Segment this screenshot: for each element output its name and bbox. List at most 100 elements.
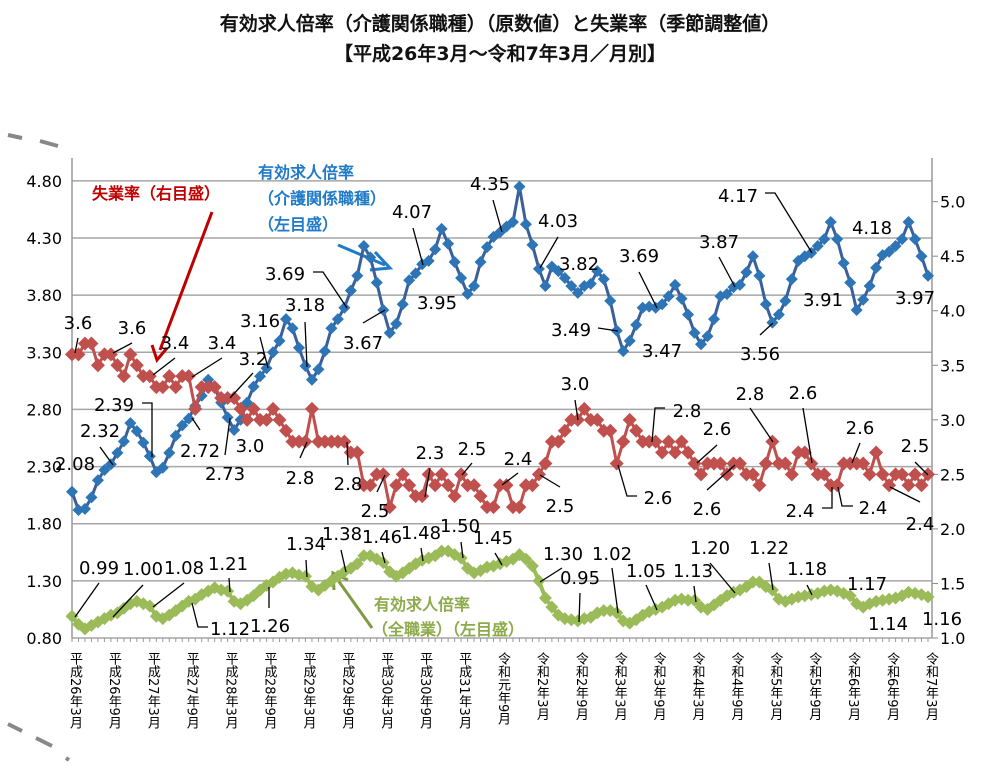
data-point-care [617, 345, 630, 358]
data-point-unemployment [674, 434, 689, 449]
data-point-care [733, 278, 746, 291]
data-label-leader-line [914, 461, 929, 476]
data-point-all [545, 600, 559, 614]
data-label-leader-line [299, 441, 308, 459]
data-point-care [857, 293, 870, 306]
data-point-all [921, 590, 935, 604]
data-point-care [78, 502, 91, 515]
data-label-unemployment: 2.5 [546, 496, 575, 517]
data-label-unemployment: 3.6 [118, 318, 147, 339]
data-point-care [292, 341, 305, 354]
data-label-leader-line [494, 552, 503, 566]
data-label-care: 3.91 [803, 290, 843, 311]
data-label-leader-line [381, 551, 386, 564]
data-label-care: 4.35 [470, 174, 510, 195]
data-point-care [695, 338, 708, 351]
data-point-care [831, 233, 844, 246]
data-point-unemployment [499, 478, 514, 493]
data-label-care: 3.82 [559, 254, 599, 275]
data-point-all [843, 589, 857, 603]
x-axis-tick-label: 平成29年9月 [339, 652, 355, 729]
data-point-care [708, 313, 720, 326]
data-point-unemployment [123, 347, 138, 362]
data-label-leader-line [424, 467, 431, 498]
data-point-care [318, 345, 331, 358]
data-label-leader-line [142, 402, 153, 457]
x-axis-tick-label: 平成26年3月 [67, 652, 82, 729]
data-label-unemployment: 2.6 [644, 488, 673, 509]
data-point-care [91, 474, 104, 487]
data-label-leader-line [152, 357, 176, 376]
data-label-leader-line [99, 446, 114, 466]
data-label-leader-line [224, 417, 231, 456]
data-label-all: 1.21 [208, 554, 248, 575]
data-point-unemployment [512, 500, 527, 515]
arrow-head-icon [369, 250, 394, 272]
data-point-care [383, 326, 396, 339]
data-point-unemployment [758, 456, 773, 471]
data-point-care [130, 425, 143, 438]
x-axis-tick-label: 令和6年9月 [884, 652, 900, 721]
unemployment-legend-label: 失業率（右目盛） [92, 184, 221, 203]
data-point-unemployment [895, 467, 910, 482]
data-label-leader-line [597, 327, 619, 332]
data-point-care [312, 363, 325, 376]
chart-title-line1: 有効求人倍率（介護関係職種）（原数値）と失業率（季節調整値） [219, 13, 781, 35]
data-label-leader-line [851, 442, 861, 464]
data-point-unemployment [655, 445, 670, 460]
data-point-care [448, 256, 461, 268]
data-point-care [409, 267, 422, 280]
data-label-leader-line [706, 464, 736, 491]
data-label-all: 0.99 [79, 558, 119, 579]
data-point-all [525, 559, 539, 573]
data-point-care [604, 294, 617, 307]
x-axis-tick-label: 令和2年3月 [533, 652, 549, 721]
series-all [65, 544, 935, 636]
data-label-leader-line [191, 357, 223, 378]
data-point-care [701, 330, 714, 343]
data-label-unemployment: 3.4 [208, 333, 237, 354]
data-point-unemployment [609, 456, 624, 471]
data-label-unemployment: 2.3 [416, 443, 445, 464]
data-point-unemployment [694, 467, 709, 482]
data-label-all: 1.16 [922, 609, 962, 630]
data-point-care [571, 286, 584, 299]
data-point-unemployment [668, 445, 683, 460]
data-point-care [863, 280, 876, 292]
data-point-care [824, 216, 837, 228]
data-point-unemployment [227, 391, 242, 405]
data-point-care [526, 238, 539, 251]
care-ratio-legend-line3: （左目盛） [258, 215, 339, 234]
data-point-unemployment [363, 478, 378, 493]
data-point-care [519, 218, 532, 231]
data-label-all: 1.48 [401, 523, 441, 544]
left-axis-tick-label: 1.80 [26, 515, 62, 534]
data-point-care [338, 301, 351, 314]
right-axis-tick-label: 4.5 [940, 247, 965, 266]
data-point-care [909, 233, 922, 246]
data-label-all: 1.50 [440, 516, 480, 537]
data-point-care [584, 277, 597, 290]
data-label-unemployment: 2.5 [361, 501, 390, 522]
all-ratio-legend-label: 有効求人倍率 （全職業）（左目盛） [372, 592, 524, 642]
data-point-all [65, 609, 79, 623]
data-point-all [143, 599, 157, 613]
data-point-care [481, 241, 494, 254]
data-label-leader-line [749, 407, 774, 443]
data-point-care [202, 373, 215, 386]
left-axis-tick-label: 2.80 [26, 400, 62, 419]
x-axis-tick-label: 令和2年9月 [572, 652, 588, 721]
data-point-unemployment [233, 401, 248, 416]
data-point-unemployment [129, 358, 144, 373]
data-point-care [915, 250, 928, 263]
data-point-care [532, 262, 545, 275]
data-point-care [260, 362, 273, 375]
data-point-care [370, 276, 383, 289]
data-label-all: 1.26 [250, 616, 290, 637]
data-point-care [850, 304, 863, 316]
data-label-unemployment: 2.4 [504, 449, 533, 470]
x-axis-tick-label: 令和4年3月 [689, 652, 705, 721]
data-point-care [351, 269, 364, 282]
data-label-leader-line [259, 336, 269, 369]
right-axis-tick-label: 2.0 [940, 520, 965, 539]
